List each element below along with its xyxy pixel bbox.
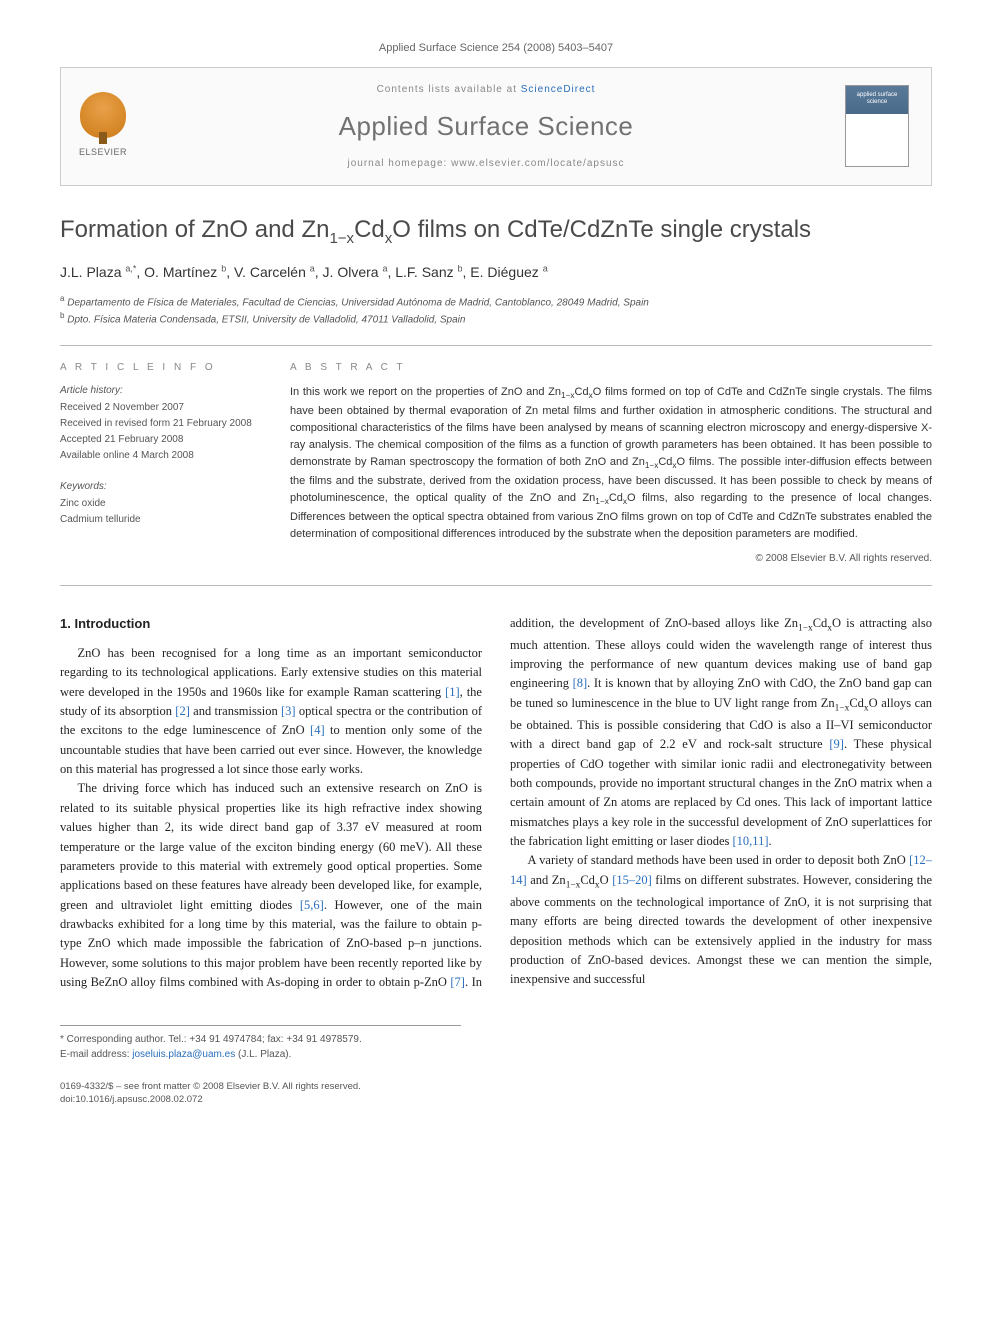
issn-line: 0169-4332/$ – see front matter © 2008 El… [60, 1080, 932, 1093]
section-name: Introduction [74, 616, 150, 631]
homepage-prefix: journal homepage: [348, 158, 452, 169]
homepage-line: journal homepage: www.elsevier.com/locat… [127, 156, 845, 171]
section-heading: 1. Introduction [60, 614, 482, 634]
affiliation-list: a Departamento de Física de Materiales, … [60, 293, 932, 328]
journal-title: Applied Surface Science [127, 107, 845, 146]
keyword-1: Cadmium telluride [60, 512, 260, 527]
corresponding-footnote: * Corresponding author. Tel.: +34 91 497… [60, 1025, 461, 1062]
body-para-0: ZnO has been recognised for a long time … [60, 644, 482, 780]
history-online: Available online 4 March 2008 [60, 448, 260, 463]
doi-line: doi:10.1016/j.apsusc.2008.02.072 [60, 1093, 932, 1106]
keyword-0: Zinc oxide [60, 496, 260, 511]
cover-block: applied surface science [845, 85, 913, 167]
affiliation-b: b Dpto. Física Materia Condensada, ETSII… [60, 310, 932, 327]
article-info-block: A R T I C L E I N F O Article history: R… [60, 360, 260, 566]
history-revised: Received in revised form 21 February 200… [60, 416, 260, 431]
corresponding-email-line: E-mail address: joseluis.plaza@uam.es (J… [60, 1047, 461, 1062]
publisher-block: ELSEVIER [79, 92, 127, 160]
article-info-heading: A R T I C L E I N F O [60, 360, 260, 375]
email-label: E-mail address: [60, 1049, 132, 1060]
article-title: Formation of ZnO and Zn1−xCdxO films on … [60, 214, 932, 248]
history-received: Received 2 November 2007 [60, 400, 260, 415]
elsevier-tree-icon [80, 92, 126, 138]
keywords-label: Keywords: [60, 479, 260, 494]
body-para-2: A variety of standard methods have been … [510, 851, 932, 989]
corresponding-author: * Corresponding author. Tel.: +34 91 497… [60, 1032, 461, 1047]
abstract-block: A B S T R A C T In this work we report o… [290, 360, 932, 566]
abstract-heading: A B S T R A C T [290, 360, 932, 376]
body-text: 1. Introduction ZnO has been recognised … [60, 614, 932, 993]
affiliation-a: a Departamento de Física de Materiales, … [60, 293, 932, 310]
availability-prefix: Contents lists available at [377, 84, 521, 95]
article-meta-row: A R T I C L E I N F O Article history: R… [60, 360, 932, 566]
homepage-url[interactable]: www.elsevier.com/locate/apsusc [451, 158, 624, 169]
elsevier-logo: ELSEVIER [79, 92, 127, 160]
email-link[interactable]: joseluis.plaza@uam.es [132, 1049, 235, 1060]
publisher-name: ELSEVIER [79, 146, 127, 160]
author-list: J.L. Plaza a,*, O. Martínez b, V. Carcel… [60, 262, 932, 283]
sciencedirect-link[interactable]: ScienceDirect [521, 84, 596, 95]
page-footer-meta: 0169-4332/$ – see front matter © 2008 El… [60, 1080, 932, 1107]
rule-top [60, 345, 932, 346]
journal-header-box: ELSEVIER Contents lists available at Sci… [60, 67, 932, 186]
journal-center: Contents lists available at ScienceDirec… [127, 82, 845, 171]
journal-cover-thumb: applied surface science [845, 85, 909, 167]
rule-bottom [60, 585, 932, 586]
abstract-copyright: © 2008 Elsevier B.V. All rights reserved… [290, 551, 932, 567]
availability-line: Contents lists available at ScienceDirec… [127, 82, 845, 97]
email-suffix: (J.L. Plaza). [235, 1049, 291, 1060]
cover-label: applied surface science [850, 92, 904, 105]
history-label: Article history: [60, 383, 260, 398]
abstract-text: In this work we report on the properties… [290, 384, 932, 543]
running-citation: Applied Surface Science 254 (2008) 5403–… [60, 40, 932, 57]
section-number: 1. [60, 616, 71, 631]
history-accepted: Accepted 21 February 2008 [60, 432, 260, 447]
